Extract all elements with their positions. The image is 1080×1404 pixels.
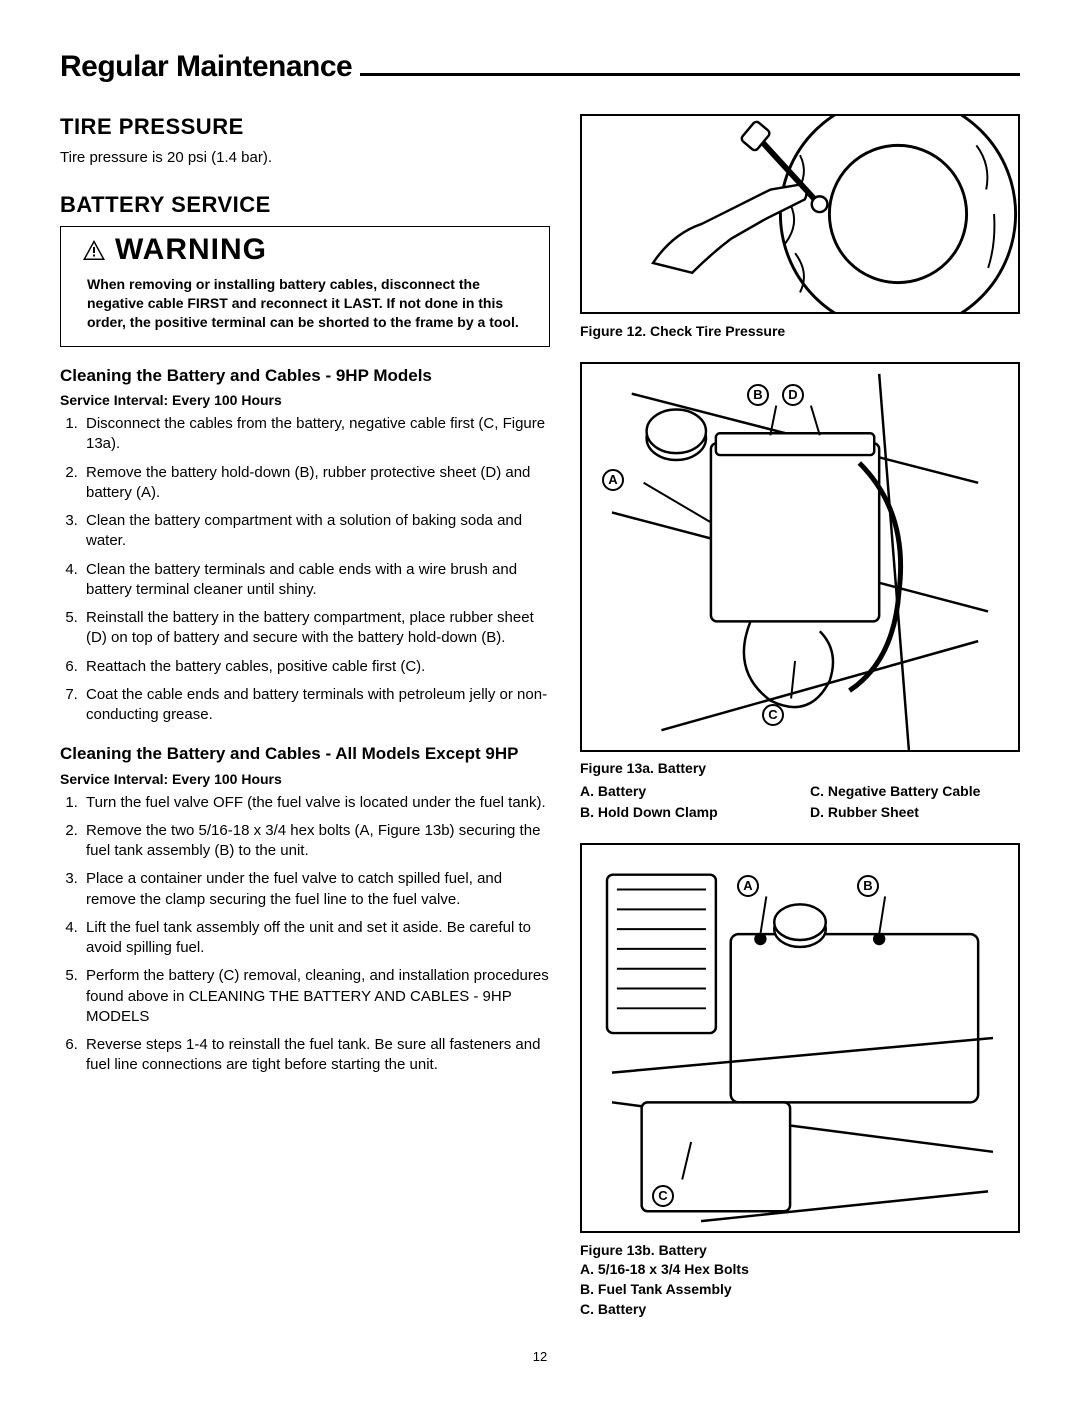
callout-b: B <box>857 875 879 897</box>
cleaning-9hp-heading: Cleaning the Battery and Cables - 9HP Mo… <box>60 365 550 386</box>
legend-item: A. Battery <box>580 782 790 802</box>
legend-item: B. Hold Down Clamp <box>580 803 790 823</box>
tire-pressure-heading: TIRE PRESSURE <box>60 114 550 140</box>
callout-a: A <box>602 469 624 491</box>
title-rule <box>360 73 1020 76</box>
list-item: Reverse steps 1-4 to reinstall the fuel … <box>82 1035 550 1076</box>
cleaning-other-heading: Cleaning the Battery and Cables - All Mo… <box>60 743 550 764</box>
callout-d: D <box>782 384 804 406</box>
list-item: Reinstall the battery in the battery com… <box>82 608 550 649</box>
list-item: Clean the battery compartment with a sol… <box>82 511 550 552</box>
warning-text: When removing or installing battery cabl… <box>77 275 533 332</box>
cleaning-other-steps: Turn the fuel valve OFF (the fuel valve … <box>60 793 550 1076</box>
cleaning-9hp-interval: Service Interval: Every 100 Hours <box>60 392 550 408</box>
figure-12-caption: Figure 12. Check Tire Pressure <box>580 322 1020 342</box>
list-item: Remove the battery hold-down (B), rubber… <box>82 463 550 504</box>
list-item: Turn the fuel valve OFF (the fuel valve … <box>82 793 550 813</box>
page-title: Regular Maintenance <box>60 50 360 84</box>
legend-item: A. 5/16-18 x 3/4 Hex Bolts <box>580 1260 1020 1280</box>
right-column: Figure 12. Check Tire Pressure <box>580 114 1020 1319</box>
warning-box: WARNING When removing or installing batt… <box>60 226 550 347</box>
battery-service-heading: BATTERY SERVICE <box>60 192 550 218</box>
legend-item: C. Battery <box>580 1300 1020 1320</box>
list-item: Remove the two 5/16-18 x 3/4 hex bolts (… <box>82 821 550 862</box>
callout-b: B <box>747 384 769 406</box>
warning-header: WARNING <box>71 233 277 267</box>
list-item: Place a container under the fuel valve t… <box>82 869 550 910</box>
legend-item: B. Fuel Tank Assembly <box>580 1280 1020 1300</box>
list-item: Reattach the battery cables, positive ca… <box>82 657 550 677</box>
callout-a: A <box>737 875 759 897</box>
figure-12-box <box>580 114 1020 314</box>
callout-c: C <box>762 704 784 726</box>
figure-13a-caption: Figure 13a. Battery <box>580 760 1020 776</box>
battery-other-illustration <box>582 845 1018 1231</box>
list-item: Perform the battery (C) removal, cleanin… <box>82 966 550 1027</box>
cleaning-9hp-steps: Disconnect the cables from the battery, … <box>60 414 550 725</box>
list-item: Coat the cable ends and battery terminal… <box>82 685 550 726</box>
left-column: TIRE PRESSURE Tire pressure is 20 psi (1… <box>60 114 550 1319</box>
tire-pressure-illustration <box>582 116 1018 312</box>
figure-13a-legend: A. Battery C. Negative Battery Cable B. … <box>580 782 1020 823</box>
page-title-row: Regular Maintenance <box>60 50 1020 84</box>
list-item: Clean the battery terminals and cable en… <box>82 560 550 601</box>
two-column-layout: TIRE PRESSURE Tire pressure is 20 psi (1… <box>60 114 1020 1319</box>
legend-item: C. Negative Battery Cable <box>810 782 1020 802</box>
cleaning-other-interval: Service Interval: Every 100 Hours <box>60 771 550 787</box>
battery-9hp-illustration <box>582 364 1018 750</box>
warning-label: WARNING <box>115 233 267 267</box>
figure-13b-caption: Figure 13b. Battery A. 5/16-18 x 3/4 Hex… <box>580 1241 1020 1319</box>
callout-c: C <box>652 1185 674 1207</box>
list-item: Disconnect the cables from the battery, … <box>82 414 550 455</box>
tire-pressure-body: Tire pressure is 20 psi (1.4 bar). <box>60 148 550 168</box>
list-item: Lift the fuel tank assembly off the unit… <box>82 918 550 959</box>
warning-triangle-icon <box>81 239 107 261</box>
figure-13b-box: A B C <box>580 843 1020 1233</box>
legend-item: D. Rubber Sheet <box>810 803 1020 823</box>
page-number: 12 <box>60 1349 1020 1364</box>
figure-13b-title: Figure 13b. Battery <box>580 1241 1020 1261</box>
figure-13a-box: A B D C <box>580 362 1020 752</box>
